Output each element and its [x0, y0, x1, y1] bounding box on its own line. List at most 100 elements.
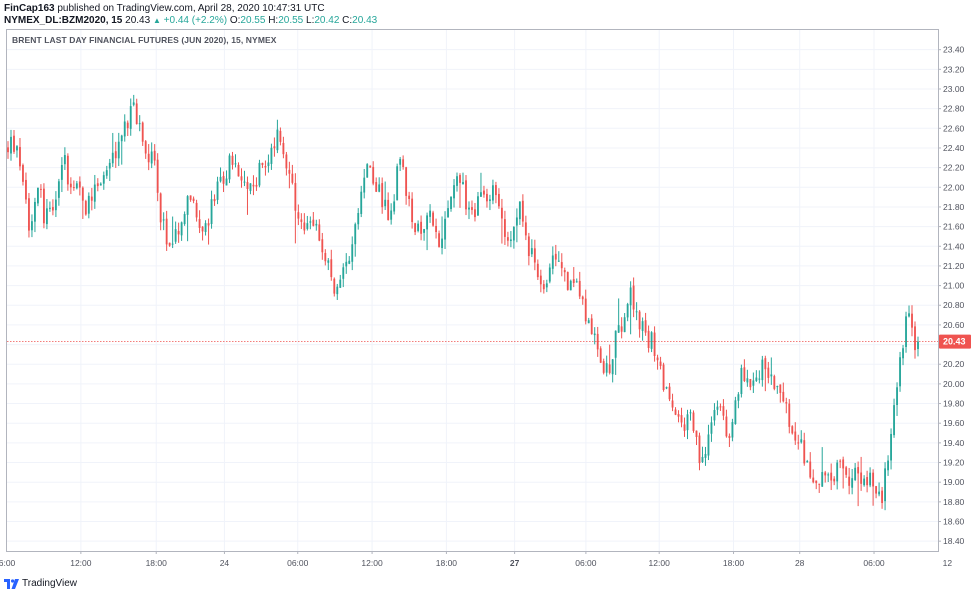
candle-body [761, 359, 764, 381]
candle-body [42, 188, 45, 224]
candle-body [252, 184, 255, 187]
candle [165, 210, 168, 251]
candle [168, 242, 171, 247]
candle-body [204, 223, 207, 232]
candle-body [369, 165, 372, 168]
footer-brand[interactable]: TradingView [22, 578, 78, 589]
publisher-name[interactable]: FinCap163 [4, 3, 55, 14]
candle [533, 239, 536, 271]
candle-body [165, 218, 168, 245]
candle [557, 251, 560, 262]
candle [381, 177, 384, 214]
candle-body [533, 248, 536, 263]
candle [186, 195, 189, 242]
candle [483, 185, 485, 198]
candle [698, 432, 701, 471]
candle-body [497, 193, 500, 207]
candle-body [126, 122, 129, 129]
candle [345, 253, 348, 274]
candle [366, 163, 369, 178]
candle-body [450, 196, 452, 210]
candle-body [638, 311, 641, 330]
candle-body [144, 141, 147, 154]
candle [554, 244, 557, 267]
symbol-name[interactable]: NYMEX_DL:BZM2020, 15 [4, 15, 123, 26]
candle-body [548, 267, 551, 282]
candle [605, 355, 608, 377]
candle-body [405, 167, 408, 196]
candle-body [180, 222, 183, 236]
candle-body [575, 281, 578, 283]
candle [22, 163, 24, 186]
candle [285, 151, 288, 176]
candle [761, 355, 764, 387]
candle [288, 161, 291, 189]
candle-body [632, 285, 635, 310]
candle-body [309, 221, 312, 223]
candle-body [572, 279, 575, 284]
candle [626, 302, 629, 322]
candle [315, 219, 318, 231]
publish-text: published on TradingView.com, April 28, … [57, 3, 325, 14]
candle-body [776, 386, 779, 388]
candle [138, 115, 141, 132]
candle [336, 283, 339, 300]
candle [417, 220, 420, 233]
candle [141, 121, 144, 146]
candle [7, 141, 9, 159]
candle-body [129, 106, 132, 129]
candle-body [908, 313, 910, 317]
candle [246, 176, 249, 215]
candle [704, 446, 707, 466]
candle [93, 174, 96, 209]
x-tick-label: 6:00 [0, 558, 16, 568]
candle [273, 137, 276, 157]
candle-body [545, 283, 548, 288]
candle-body [417, 223, 420, 231]
candle [497, 188, 500, 209]
candle-body [830, 472, 833, 481]
candle-body [492, 185, 494, 201]
candle [572, 267, 575, 288]
candle [375, 177, 378, 193]
y-tick-label: 23.40 [943, 45, 965, 55]
candle-body [611, 359, 614, 375]
candle-body [138, 123, 141, 125]
candle [10, 129, 12, 161]
candle [728, 433, 731, 448]
candle [914, 321, 916, 359]
candle [57, 178, 60, 206]
candle-body [863, 478, 866, 486]
candle [54, 191, 57, 217]
candle-body [746, 378, 749, 383]
candle-body [587, 320, 590, 324]
candle [722, 399, 725, 421]
candle [96, 178, 99, 192]
candle-body [644, 320, 647, 333]
candle [447, 200, 449, 218]
candle-body [815, 480, 818, 484]
y-tick-label: 22.20 [943, 163, 965, 173]
candle [156, 153, 159, 202]
candle [162, 212, 165, 231]
candle-body [414, 223, 417, 233]
tradingview-logo-icon[interactable] [4, 579, 19, 589]
candle [578, 271, 581, 300]
candle-body [884, 468, 887, 502]
candle-body [84, 201, 87, 215]
candle-body [677, 414, 680, 417]
candle [581, 295, 584, 305]
candle-body [818, 483, 821, 485]
candle-body [384, 199, 387, 207]
candle [587, 317, 590, 324]
candle [399, 156, 402, 172]
candle [911, 305, 913, 337]
candle [824, 470, 827, 483]
candle-body [902, 348, 904, 359]
candle-body [273, 146, 276, 149]
candle [509, 231, 512, 248]
candle [752, 372, 755, 393]
candle [539, 269, 542, 293]
candle-body [31, 221, 33, 231]
